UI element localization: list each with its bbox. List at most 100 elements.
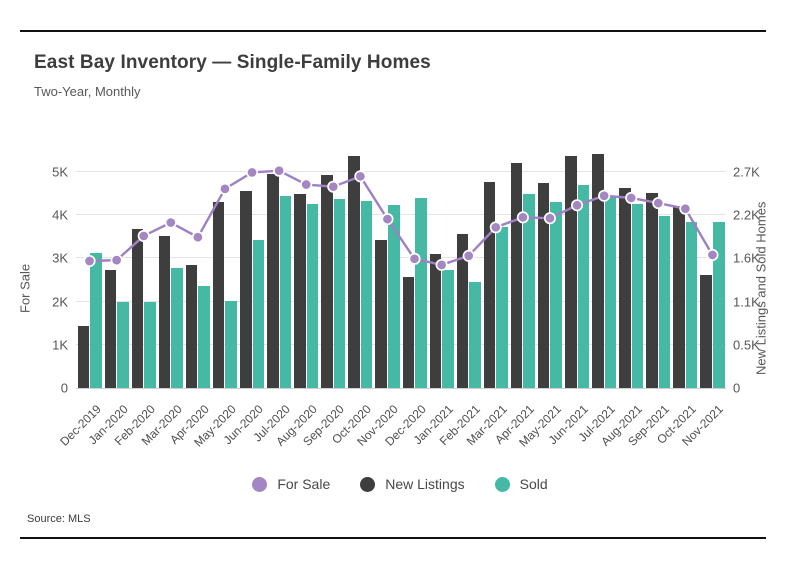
bar-new-listings — [131, 228, 144, 388]
bar-new-listings — [212, 201, 225, 388]
bar-new-listings — [700, 275, 712, 388]
bar-new-listings — [158, 236, 171, 388]
gridline — [76, 343, 726, 345]
bar-sold — [631, 204, 644, 388]
bar-group — [536, 172, 563, 388]
y-axis-left-labels: 0 1K 2K 3K 4K 5K — [34, 165, 68, 396]
bar-new-listings — [646, 192, 658, 388]
bar-sold — [658, 216, 671, 388]
bar-sold — [523, 194, 535, 388]
bar-new-listings — [592, 153, 604, 388]
y-left-tick-label: 4K — [52, 207, 68, 223]
bar-group — [374, 172, 401, 388]
bar-sold — [252, 240, 265, 388]
bar-sold — [198, 286, 210, 388]
plot-area — [76, 153, 726, 389]
y-right-tick-label: 2.7K — [733, 164, 760, 180]
bar-group — [428, 172, 455, 388]
bar-group — [591, 153, 618, 388]
bar-new-listings — [619, 188, 631, 388]
bar-group — [76, 172, 103, 388]
y-left-tick-label: 1K — [52, 337, 68, 353]
legend-item-for-sale: For Sale — [252, 476, 330, 492]
bar-sold — [144, 302, 156, 388]
legend-item-sold: Sold — [494, 476, 548, 492]
left-axis-title: For Sale — [17, 263, 33, 313]
bar-group — [401, 172, 428, 388]
bar-sold — [90, 252, 102, 388]
bottom-rule — [20, 537, 766, 539]
bar-new-listings — [267, 173, 279, 388]
bar-group — [157, 172, 184, 388]
bar-group — [293, 172, 320, 388]
legend-label: For Sale — [277, 476, 331, 492]
bar-sold — [577, 184, 590, 388]
bar-new-listings — [348, 156, 360, 388]
y-left-tick-label: 2K — [52, 294, 68, 310]
bar-group — [455, 172, 482, 388]
bar-sold — [117, 301, 129, 388]
bar-new-listings — [104, 270, 117, 388]
bar-sold — [387, 204, 400, 388]
bar-group — [672, 172, 699, 388]
bar-group — [320, 172, 347, 388]
bar-group — [103, 172, 130, 388]
bar-sold — [685, 222, 698, 388]
y-right-tick-label: 1.1K — [733, 294, 760, 310]
y-right-tick-label: 0 — [733, 380, 741, 396]
bar-group — [699, 172, 726, 388]
bar-group — [618, 172, 645, 388]
bar-sold — [333, 199, 346, 388]
y-left-tick-label: 3K — [52, 250, 68, 266]
bar-new-listings — [77, 325, 90, 388]
x-axis-labels: Dec-2019 Jan-2020 Feb-2020 Mar-2020 Apr-2020… — [57, 396, 727, 466]
y-axis-right-labels: 0 0.5K 1.1K 1.6K 2.2K 2.7K — [733, 165, 773, 396]
bar-sold — [604, 196, 617, 388]
bar-group — [564, 156, 591, 388]
bar-new-listings — [537, 183, 550, 388]
legend-item-new-listings: New Listings — [360, 476, 465, 492]
bar-group — [482, 172, 509, 388]
bar-group — [130, 172, 157, 388]
bar-group — [211, 172, 238, 388]
bar-sold — [496, 227, 508, 388]
y-right-tick-label: 2.2K — [733, 207, 760, 223]
chart-title: East Bay Inventory — Single-Family Homes — [34, 52, 431, 73]
legend-label: New Listings — [385, 476, 465, 492]
y-left-tick-label: 5K — [52, 164, 68, 180]
y-right-tick-label: 0.5K — [733, 337, 760, 353]
bar-new-listings — [673, 205, 685, 388]
bar-new-listings — [510, 163, 523, 388]
bar-new-listings — [483, 181, 496, 388]
bar-group — [239, 172, 266, 388]
bar-group — [266, 172, 293, 388]
bar-new-listings — [321, 175, 333, 388]
legend-dot-icon — [360, 476, 376, 492]
bar-sold — [415, 197, 427, 388]
bar-new-listings — [294, 194, 306, 388]
bar-new-listings — [565, 156, 577, 388]
legend-label: Sold — [519, 476, 548, 492]
bar-group — [509, 163, 536, 388]
legend: For Sale New Listings Sold — [0, 476, 800, 492]
bar-sold — [279, 196, 292, 388]
bar-sold — [360, 200, 373, 388]
bar-new-listings — [240, 191, 252, 388]
bar-sold — [550, 202, 562, 388]
legend-dot-icon — [494, 476, 510, 492]
gridline — [76, 300, 726, 302]
legend-dot-icon — [252, 476, 268, 492]
bar-group — [184, 172, 211, 388]
bar-sold — [306, 204, 319, 388]
y-right-tick-label: 1.6K — [733, 250, 760, 266]
source-note: Source: MLS — [27, 513, 91, 525]
bar-sold — [469, 282, 481, 388]
bar-group — [645, 172, 672, 388]
bar-sold — [442, 269, 454, 388]
bar-group — [347, 156, 374, 388]
top-rule — [20, 30, 766, 32]
bar-new-listings — [456, 234, 469, 388]
bar-sold — [171, 268, 183, 388]
bar-new-listings — [402, 276, 415, 388]
